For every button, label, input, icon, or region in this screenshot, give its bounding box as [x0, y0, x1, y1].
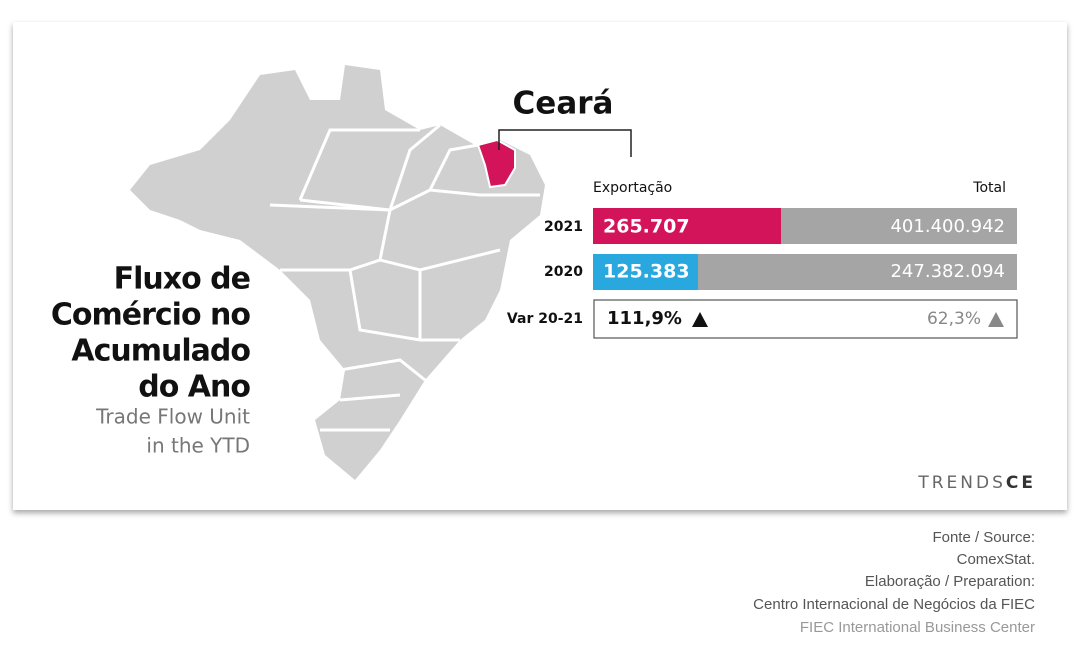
callout-line: [498, 129, 632, 157]
column-header: Total: [972, 180, 1006, 196]
state-label: Ceará: [513, 86, 614, 122]
source-line: Elaboração / Preparation:: [865, 573, 1035, 590]
up-arrow: [988, 312, 1004, 327]
subtitle-line: Trade Flow Unit: [95, 405, 250, 429]
source-line: FIEC International Business Center: [800, 619, 1035, 636]
row-label: 2020: [544, 264, 583, 280]
source-line: Centro Internacional de Negócios da FIEC: [753, 596, 1035, 613]
logo-bold: CE: [1006, 473, 1036, 493]
logo-light: TRENDS: [917, 473, 1006, 493]
title-line: Comércio no: [51, 298, 251, 333]
title-line: Fluxo de: [114, 262, 250, 297]
total-variation: 62,3%: [927, 309, 981, 329]
export-cell: [593, 254, 698, 290]
title-line: do Ano: [138, 370, 250, 405]
total-cell: [698, 254, 1017, 290]
column-header: Exportação: [593, 180, 672, 196]
export-value: 125.383: [603, 261, 690, 283]
title-line: Acumulado: [71, 334, 250, 369]
total-value: 401.400.942: [890, 216, 1005, 237]
row-label: 2021: [544, 219, 583, 235]
export-variation: 111,9%: [607, 308, 682, 329]
variation-cell: [593, 299, 1018, 339]
brazil-map: [130, 65, 545, 480]
total-cell: [781, 208, 1017, 244]
row-label: Var 20-21: [507, 311, 583, 327]
total-value: 247.382.094: [890, 261, 1005, 282]
export-cell: [593, 208, 781, 244]
source-line: ComexStat.: [957, 551, 1035, 568]
export-value: 265.707: [603, 216, 690, 238]
source-line: Fonte / Source:: [932, 529, 1035, 546]
subtitle-line: in the YTD: [146, 434, 250, 458]
logo: TRENDSCE: [917, 473, 1036, 493]
up-arrow: [692, 312, 708, 327]
